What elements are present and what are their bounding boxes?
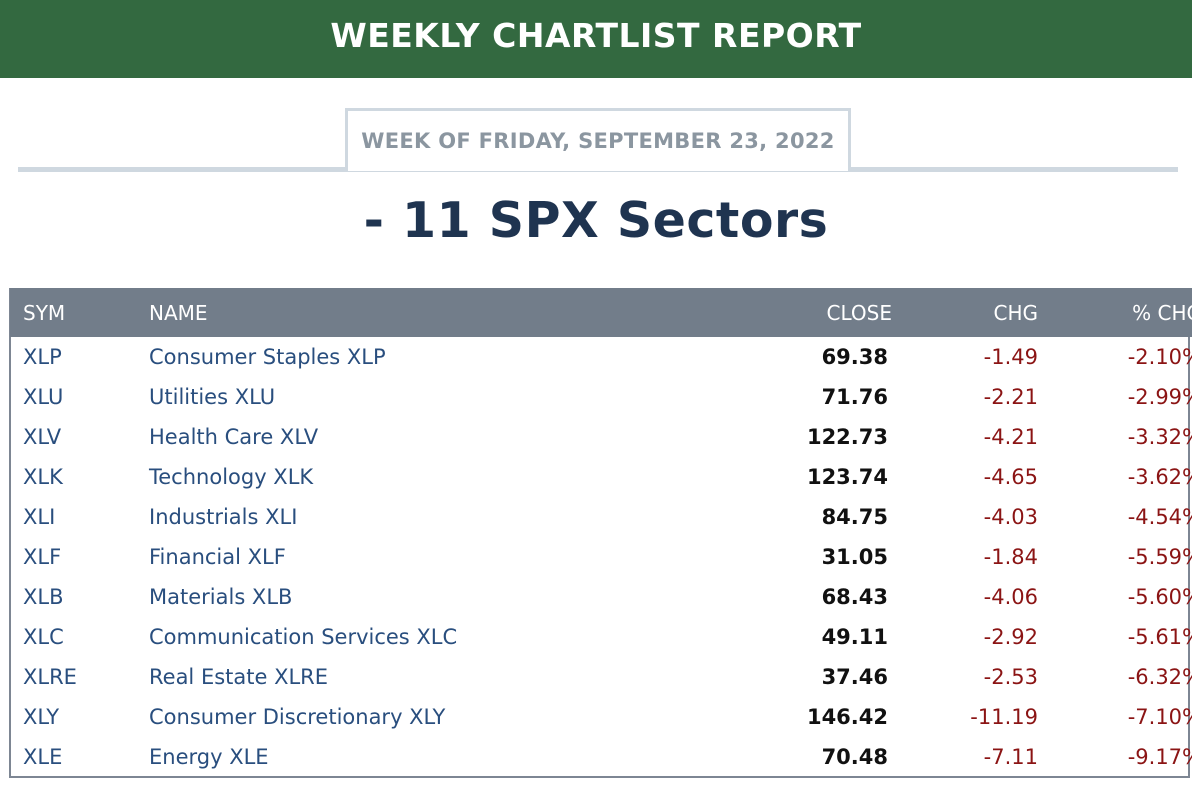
change-value: -4.21 <box>983 425 1038 449</box>
change-value: -4.06 <box>983 585 1038 609</box>
column-header-close[interactable]: CLOSE <box>826 300 892 325</box>
name-link[interactable]: Financial XLF <box>149 545 286 569</box>
symbol-link[interactable]: XLY <box>23 705 60 729</box>
table-row[interactable]: XLY Consumer Discretionary XLY 146.42 -11.1… <box>10 697 1192 737</box>
name-link[interactable]: Energy XLE <box>149 745 269 769</box>
report-banner: WEEKLY CHARTLIST REPORT <box>0 0 1192 78</box>
symbol-link[interactable]: XLC <box>23 625 64 649</box>
close-value: 146.42 <box>806 705 888 729</box>
percent-change-value: -6.32% <box>1127 665 1192 689</box>
column-header-name[interactable]: NAME <box>149 300 208 325</box>
name-link[interactable]: Technology XLK <box>149 465 314 489</box>
section-title: - 11 SPX Sectors <box>363 192 829 249</box>
table-row[interactable]: XLV Health Care XLV 122.73 -4.21 -3.32% <box>10 417 1192 457</box>
close-value: 70.48 <box>821 745 888 769</box>
symbol-link[interactable]: XLF <box>23 545 62 569</box>
change-value: -7.11 <box>983 745 1038 769</box>
table-row[interactable]: XLB Materials XLB 68.43 -4.06 -5.60% <box>10 577 1192 617</box>
change-value: -11.19 <box>970 705 1038 729</box>
percent-change-value: -5.59% <box>1127 545 1192 569</box>
name-link[interactable]: Utilities XLU <box>149 385 276 409</box>
close-value: 37.46 <box>821 665 888 689</box>
table-header-row: SYM NAME CLOSE CHG % CHG <box>10 288 1192 337</box>
percent-change-value: -9.17% <box>1127 745 1192 769</box>
change-value: -2.92 <box>983 625 1038 649</box>
symbol-link[interactable]: XLU <box>23 385 64 409</box>
percent-change-value: -5.60% <box>1127 585 1192 609</box>
report-title: WEEKLY CHARTLIST REPORT <box>330 15 862 55</box>
name-link[interactable]: Industrials XLI <box>149 505 298 529</box>
symbol-link[interactable]: XLB <box>23 585 64 609</box>
symbol-link[interactable]: XLI <box>23 505 56 529</box>
close-value: 49.11 <box>821 625 888 649</box>
table-row[interactable]: XLRE Real Estate XLRE 37.46 -2.53 -6.32% <box>10 657 1192 697</box>
change-value: -2.21 <box>983 385 1038 409</box>
table-row[interactable]: XLK Technology XLK 123.74 -4.65 -3.62% <box>10 457 1192 497</box>
change-value: -1.84 <box>983 545 1038 569</box>
table-row[interactable]: XLC Communication Services XLC 49.11 -2.92 -… <box>10 617 1192 657</box>
close-value: 122.73 <box>806 425 888 449</box>
name-link[interactable]: Communication Services XLC <box>149 625 458 649</box>
percent-change-value: -3.62% <box>1127 465 1192 489</box>
close-value: 68.43 <box>821 585 888 609</box>
table-row[interactable]: XLI Industrials XLI 84.75 -4.03 -4.54% <box>10 497 1192 537</box>
percent-change-value: -5.61% <box>1127 625 1192 649</box>
table-row[interactable]: XLP Consumer Staples XLP 69.38 -1.49 -2.10% <box>10 337 1192 377</box>
percent-change-value: -7.10% <box>1127 705 1192 729</box>
close-value: 31.05 <box>821 545 888 569</box>
name-link[interactable]: Consumer Discretionary XLY <box>149 705 446 729</box>
change-value: -2.53 <box>983 665 1038 689</box>
column-header-chg[interactable]: CHG <box>993 300 1038 325</box>
percent-change-value: -3.32% <box>1127 425 1192 449</box>
close-value: 84.75 <box>821 505 888 529</box>
symbol-link[interactable]: XLP <box>23 345 62 369</box>
percent-change-value: -2.10% <box>1127 345 1192 369</box>
column-header-pct-chg[interactable]: % CHG <box>1132 300 1192 325</box>
week-label: WEEK OF FRIDAY, SEPTEMBER 23, 2022 <box>361 129 835 153</box>
symbol-link[interactable]: XLE <box>23 745 63 769</box>
table-row[interactable]: XLU Utilities XLU 71.76 -2.21 -2.99% <box>10 377 1192 417</box>
name-link[interactable]: Health Care XLV <box>149 425 319 449</box>
name-link[interactable]: Consumer Staples XLP <box>149 345 386 369</box>
percent-change-value: -4.54% <box>1127 505 1192 529</box>
symbol-link[interactable]: XLK <box>23 465 63 489</box>
close-value: 71.76 <box>821 385 888 409</box>
name-link[interactable]: Materials XLB <box>149 585 293 609</box>
change-value: -4.03 <box>983 505 1038 529</box>
change-value: -1.49 <box>983 345 1038 369</box>
name-link[interactable]: Real Estate XLRE <box>149 665 329 689</box>
week-label-box: WEEK OF FRIDAY, SEPTEMBER 23, 2022 <box>345 108 851 171</box>
column-header-sym[interactable]: SYM <box>23 300 66 325</box>
symbol-link[interactable]: XLRE <box>23 665 77 689</box>
change-value: -4.65 <box>983 465 1038 489</box>
percent-change-value: -2.99% <box>1127 385 1192 409</box>
close-value: 123.74 <box>806 465 888 489</box>
table-row[interactable]: XLF Financial XLF 31.05 -1.84 -5.59% <box>10 537 1192 577</box>
symbol-link[interactable]: XLV <box>23 425 62 449</box>
close-value: 69.38 <box>821 345 888 369</box>
sector-table: SYM NAME CLOSE CHG % CHG XLP Consumer Sta… <box>9 288 1192 778</box>
table-row[interactable]: XLE Energy XLE 70.48 -7.11 -9.17% <box>10 737 1192 777</box>
